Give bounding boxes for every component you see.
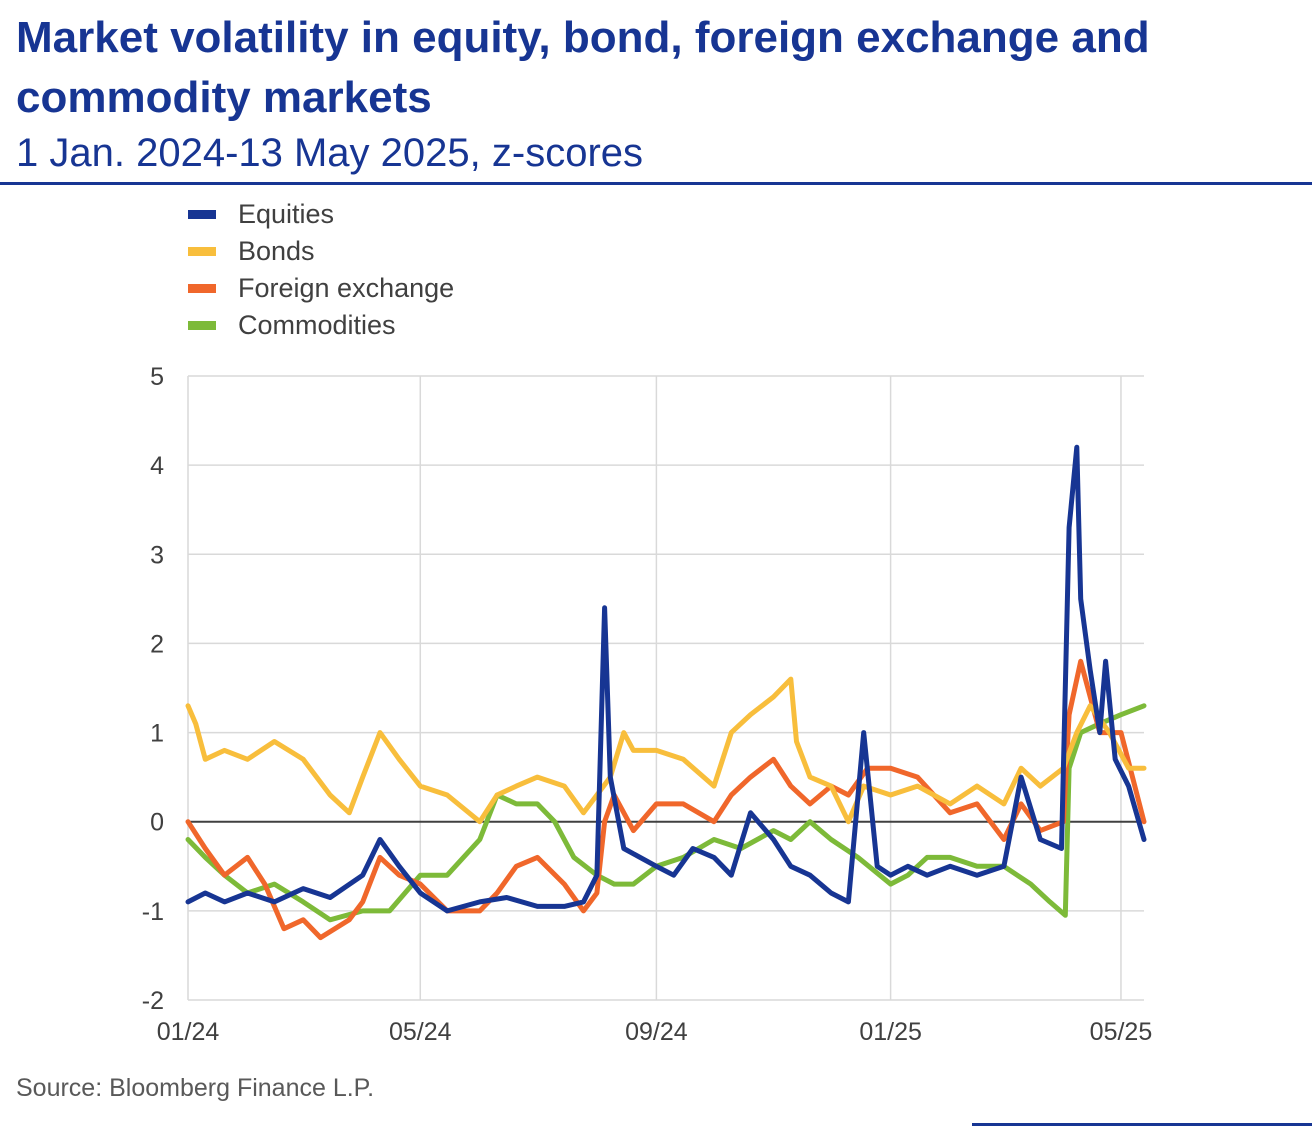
legend-label-equities: Equities [238,199,335,229]
legend-label-foreign-exchange: Foreign exchange [238,273,455,303]
x-tick-label: 09/24 [625,1018,688,1046]
footer-divider [972,1123,1312,1126]
line-chart: 5 4 3 2 1 0 -1 -2 01/24 05/24 09/24 01/25 05/25 [142,363,1153,1046]
y-tick-label: 3 [150,541,164,569]
x-tick-label: 05/25 [1090,1018,1153,1046]
y-tick-label: 2 [150,630,164,658]
series-line-commodities [185,703,1147,923]
y-tick-label: 4 [150,452,164,480]
title-divider [0,182,1312,185]
y-tick-label: -2 [142,987,164,1015]
legend-swatch-commodities [188,321,216,330]
chart-subtitle: 1 Jan. 2024-13 May 2025, z-scores [16,131,644,175]
x-tick-label: 05/24 [389,1018,452,1046]
legend-swatch-bonds [188,247,216,256]
series-line-equities [185,444,1147,914]
legend-item-equities: Equities [188,196,454,233]
legend-label-commodities: Commodities [238,310,396,340]
legend-swatch-foreign-exchange [188,284,216,293]
x-tick-label: 01/24 [157,1018,220,1046]
legend-label-bonds: Bonds [238,236,315,266]
series-line-foreign-exchange [185,658,1147,941]
legend-item-bonds: Bonds [188,233,454,270]
y-tick-label: -1 [142,898,164,926]
series-line-bonds [185,676,1147,825]
chart-legend: Equities Bonds Foreign exchange Commodit… [188,196,454,344]
legend-item-foreign-exchange: Foreign exchange [188,270,454,307]
chart-title: Market volatility in equity, bond, forei… [16,13,1150,122]
y-tick-label: 5 [150,363,164,391]
x-tick-label: 01/25 [859,1018,922,1046]
y-tick-label: 0 [150,809,164,837]
y-tick-label: 1 [150,720,164,748]
legend-item-commodities: Commodities [188,307,454,344]
source-note: Source: Bloomberg Finance L.P. [16,1074,375,1102]
legend-swatch-equities [188,210,216,219]
